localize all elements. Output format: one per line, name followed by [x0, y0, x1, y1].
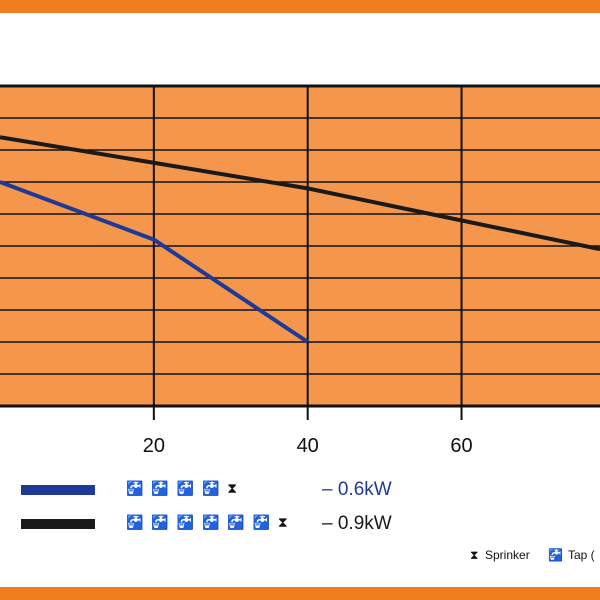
tap-key-label: Tap (	[568, 548, 595, 562]
tap-sprinkler-icons: 🚰 🚰 🚰 🚰 ⧗	[126, 480, 240, 496]
legend-row-06: 🚰 🚰 🚰 🚰 ⧗ – 0.6kW	[0, 478, 600, 502]
series-line-0.9kW	[0, 135, 600, 252]
sprinkler-key-label: Sprinker	[485, 548, 530, 562]
series-lines	[0, 135, 600, 344]
series-line-0.6kW	[0, 180, 309, 344]
legend-swatch-06	[21, 485, 95, 495]
tap-key-icon: 🚰	[548, 548, 563, 562]
legend-row-09: 🚰 🚰 🚰 🚰 🚰 🚰 ⧗ – 0.9kW	[0, 512, 600, 536]
top-frame-bar	[0, 0, 600, 13]
legend-label-09: – 0.9kW	[322, 513, 392, 534]
sprinkler-key-icon: ⧗	[470, 548, 479, 562]
horizontal-gridlines	[0, 84, 600, 408]
x-tick-label: 60	[450, 435, 472, 457]
x-tick-labels: 20 40 60	[143, 435, 473, 457]
legend-label-06: – 0.6kW	[322, 479, 392, 500]
vertical-gridlines	[152, 86, 463, 420]
x-tick-label: 40	[297, 435, 319, 457]
x-tick-label: 20	[143, 435, 165, 457]
bottom-frame-bar	[0, 587, 600, 600]
legend-swatch-09	[21, 519, 95, 529]
tap-sprinkler-icons: 🚰 🚰 🚰 🚰 🚰 🚰 ⧗	[126, 514, 290, 530]
